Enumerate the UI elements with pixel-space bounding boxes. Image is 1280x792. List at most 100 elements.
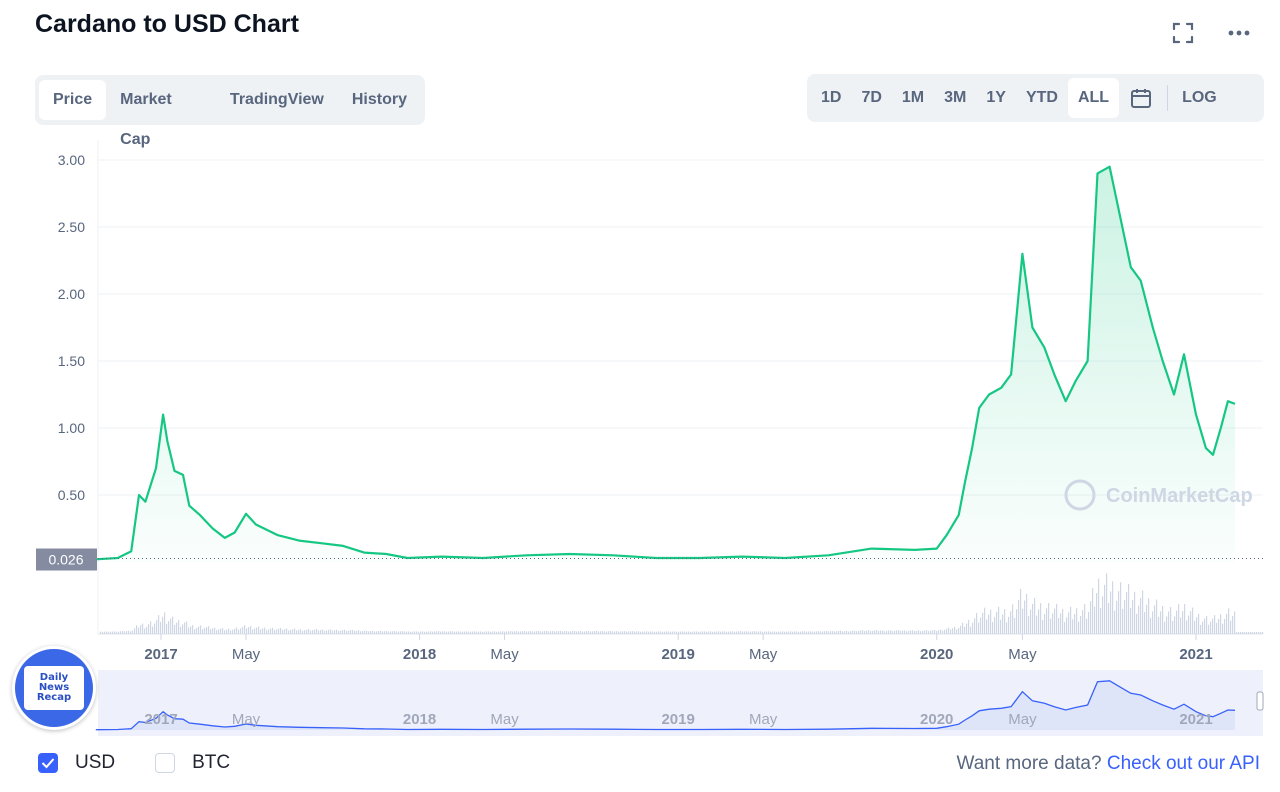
volume-bar	[1132, 599, 1134, 634]
volume-bar	[1062, 608, 1064, 634]
volume-bar	[804, 631, 806, 634]
volume-bar	[856, 631, 858, 634]
volume-bar	[290, 629, 292, 634]
range-3m[interactable]: 3M	[944, 89, 967, 106]
volume-bar	[1080, 616, 1082, 634]
volume-bar	[530, 631, 532, 634]
volume-bar	[1024, 600, 1026, 634]
volume-bar	[148, 624, 150, 634]
tab-market-cap[interactable]: Market Cap	[120, 91, 172, 148]
volume-bar	[934, 629, 936, 634]
volume-bar	[198, 626, 200, 634]
volume-bar	[324, 630, 326, 634]
volume-bar	[942, 630, 944, 634]
volume-bar	[1064, 621, 1066, 634]
usd-checkbox[interactable]	[38, 753, 58, 773]
volume-bar	[1100, 607, 1102, 634]
volume-bar	[550, 631, 552, 634]
volume-bar	[570, 631, 572, 634]
volume-bar	[204, 628, 206, 634]
volume-bar	[1072, 619, 1074, 634]
range-selector: 1D 7D 1M 3M 1Y YTD ALL LOG	[807, 74, 1264, 122]
volume-bar	[1232, 615, 1234, 634]
volume-bar	[706, 631, 708, 634]
volume-bar	[764, 631, 766, 634]
y-tick-label: 0.50	[58, 487, 85, 503]
calendar-icon[interactable]	[1119, 78, 1163, 118]
volume-bar	[532, 631, 534, 634]
log-toggle[interactable]: LOG	[1182, 89, 1217, 106]
volume-bar	[922, 630, 924, 634]
volume-bar	[646, 631, 648, 634]
volume-bar	[994, 617, 996, 634]
volume-bar	[1060, 613, 1062, 634]
volume-bar	[372, 630, 374, 634]
volume-bar	[1126, 591, 1128, 634]
navigator-handle-right[interactable]	[1256, 691, 1264, 711]
volume-bar	[392, 631, 394, 634]
volume-bar	[250, 626, 252, 634]
volume-bar	[1094, 606, 1096, 634]
volume-bar	[1032, 604, 1034, 634]
api-link[interactable]: Check out our API	[1106, 753, 1260, 774]
range-ytd[interactable]: YTD	[1025, 89, 1058, 106]
volume-bar	[790, 631, 792, 634]
tab-tradingview[interactable]: TradingView	[229, 91, 324, 108]
volume-bar	[812, 631, 814, 634]
check-icon	[41, 758, 55, 769]
volume-bar	[1008, 616, 1010, 634]
volume-bar	[298, 629, 300, 634]
btc-checkbox[interactable]	[155, 753, 176, 773]
volume-bar	[1122, 608, 1124, 634]
volume-bar	[800, 631, 802, 634]
navigator-tick-label: 2020	[920, 711, 953, 728]
volume-bar	[508, 631, 510, 634]
volume-bar	[782, 631, 784, 634]
fullscreen-icon[interactable]	[1170, 20, 1196, 46]
volume-bar	[1026, 593, 1028, 634]
volume-bar	[1248, 632, 1250, 634]
volume-bar	[736, 631, 738, 634]
range-1d[interactable]: 1D	[821, 89, 842, 106]
volume-bar	[866, 630, 868, 634]
volume-bar	[990, 609, 992, 634]
volume-bar	[294, 628, 296, 634]
volume-bar	[1194, 620, 1196, 634]
volume-bar	[690, 631, 692, 634]
volume-bar	[166, 623, 168, 634]
volume-bar	[644, 631, 646, 634]
volume-bar	[174, 625, 176, 634]
volume-bar	[1150, 617, 1152, 634]
volume-bar	[168, 621, 170, 634]
volume-bar	[1136, 613, 1138, 634]
range-7d[interactable]: 7D	[861, 89, 882, 106]
range-1m[interactable]: 1M	[901, 89, 925, 106]
volume-bar	[710, 631, 712, 634]
volume-bar	[1000, 619, 1002, 634]
range-1y[interactable]: 1Y	[986, 89, 1006, 106]
volume-bar	[216, 630, 218, 634]
volume-bar	[854, 630, 856, 634]
volume-bar	[834, 631, 836, 634]
volume-bar	[1178, 604, 1180, 634]
volume-bar	[350, 630, 352, 634]
volume-bar	[1262, 632, 1264, 634]
volume-bar	[1018, 599, 1020, 634]
volume-bar	[254, 628, 256, 634]
volume-bar	[404, 631, 406, 634]
volume-bar	[1196, 617, 1198, 634]
volume-bar	[320, 629, 322, 634]
volume-bar	[594, 631, 596, 634]
volume-bar	[346, 630, 348, 634]
volume-bar	[234, 628, 236, 634]
volume-bar	[1184, 604, 1186, 634]
tab-history[interactable]: History	[351, 91, 407, 108]
volume-bar	[724, 631, 726, 634]
volume-bar	[200, 625, 202, 634]
volume-bar	[920, 631, 922, 634]
tab-price[interactable]: Price	[39, 80, 107, 120]
volume-bar	[430, 631, 432, 634]
more-icon[interactable]	[1226, 20, 1252, 46]
range-all[interactable]: ALL	[1067, 78, 1120, 118]
